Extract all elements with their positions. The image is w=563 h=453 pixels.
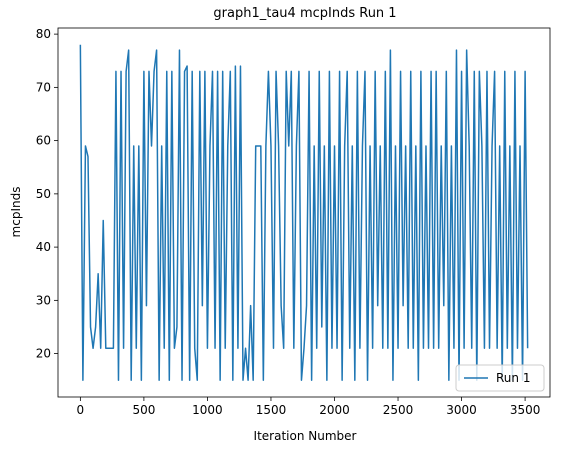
y-tick-label: 20 <box>36 347 51 361</box>
x-tick-label: 3000 <box>446 403 477 417</box>
x-tick-label: 1500 <box>256 403 287 417</box>
x-tick-label: 1000 <box>192 403 223 417</box>
y-tick-label: 60 <box>36 134 51 148</box>
y-tick-label: 50 <box>36 187 51 201</box>
y-tick-label: 30 <box>36 293 51 307</box>
legend-label: Run 1 <box>496 371 530 385</box>
x-tick-label: 500 <box>132 403 155 417</box>
legend-box <box>455 364 545 392</box>
y-tick-label: 70 <box>36 80 51 94</box>
y-tick-label: 80 <box>36 27 51 41</box>
line-series <box>79 44 529 381</box>
y-axis-label: mcpInds <box>9 187 23 238</box>
x-tick-label: 2000 <box>319 403 350 417</box>
plot-frame <box>57 27 551 398</box>
x-tick-label: 3500 <box>510 403 541 417</box>
x-tick-label: 0 <box>77 403 85 417</box>
x-tick-label: 2500 <box>383 403 414 417</box>
x-axis-label: Iteration Number <box>254 429 357 443</box>
chart-title: graph1_tau4 mcpInds Run 1 <box>213 6 396 21</box>
y-tick-label: 40 <box>36 240 51 254</box>
